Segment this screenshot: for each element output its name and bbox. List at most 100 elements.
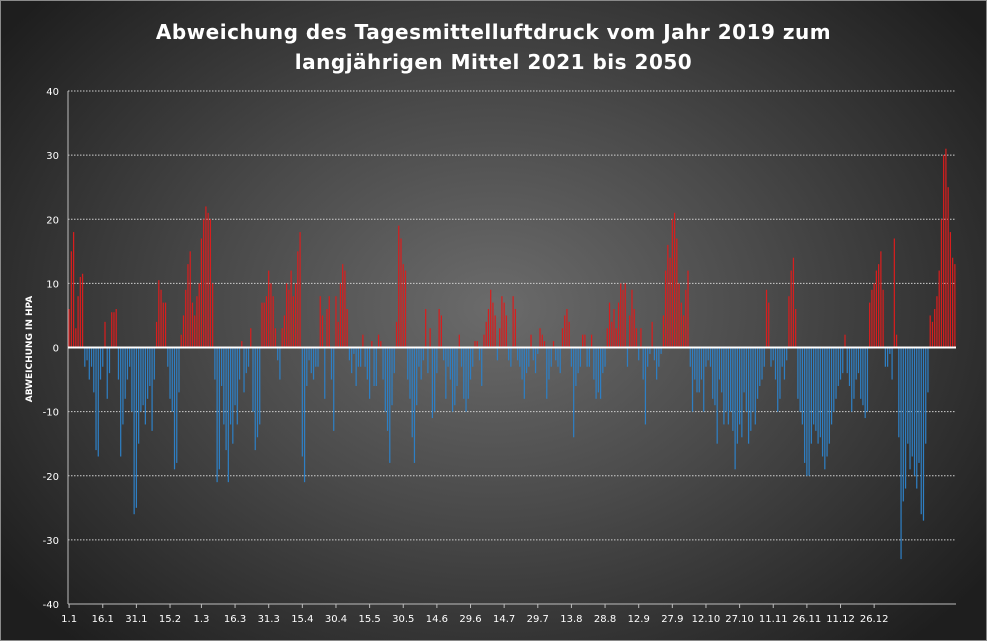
bar <box>891 347 893 380</box>
bar <box>496 347 499 361</box>
bar <box>525 347 528 374</box>
bar <box>351 347 353 374</box>
bar <box>846 347 848 374</box>
bar <box>321 315 324 348</box>
bar <box>871 289 873 348</box>
y-axis-label: ABWEICHUNG IN HPA <box>25 296 35 403</box>
bar <box>474 341 476 348</box>
bar <box>629 315 631 348</box>
bar <box>743 347 745 393</box>
bar <box>900 347 902 560</box>
bar <box>718 347 721 380</box>
bar <box>566 309 568 348</box>
y-tick-label: -30 <box>43 536 59 547</box>
bar <box>187 264 189 348</box>
bar <box>122 347 124 425</box>
bar <box>283 315 286 348</box>
chart-title-line-2: langjährigen Mittel 2021 bis 2050 <box>294 50 693 74</box>
x-tick-label: 14.6 <box>426 614 448 625</box>
bar <box>467 347 469 399</box>
bar <box>326 309 328 348</box>
bar <box>530 334 532 348</box>
bar <box>934 309 936 348</box>
bar <box>521 347 523 380</box>
bar <box>487 309 490 348</box>
bar <box>256 347 259 438</box>
bar <box>873 283 875 348</box>
bar <box>330 347 333 380</box>
bar <box>294 283 297 348</box>
bar <box>725 347 727 412</box>
bar <box>236 347 238 425</box>
bar <box>902 347 904 502</box>
bar <box>738 347 741 425</box>
bar <box>626 347 629 367</box>
bar <box>129 347 131 367</box>
bar <box>564 315 566 348</box>
bar <box>613 309 615 348</box>
bar <box>727 347 730 425</box>
bar <box>279 347 281 380</box>
x-tick-label: 1.1 <box>61 614 77 625</box>
bar <box>786 347 788 361</box>
bar <box>671 219 673 348</box>
bar <box>687 270 689 348</box>
bar <box>494 315 496 348</box>
bar <box>853 347 855 399</box>
bar <box>862 347 864 406</box>
bar <box>886 347 889 367</box>
bar <box>763 347 765 367</box>
bar <box>335 296 337 348</box>
bar <box>523 347 525 399</box>
bar <box>431 347 434 419</box>
bar <box>925 347 927 444</box>
bar <box>185 289 187 348</box>
bar <box>774 347 777 380</box>
bar <box>552 341 555 348</box>
x-tick-label: 27.10 <box>725 614 754 625</box>
bar <box>250 328 252 348</box>
bar <box>945 148 947 348</box>
bar <box>476 341 478 348</box>
bar <box>77 296 79 348</box>
bar <box>436 347 438 374</box>
bar <box>844 334 846 348</box>
bar <box>824 347 826 470</box>
bar <box>353 347 355 354</box>
bar <box>568 321 570 348</box>
bar <box>261 302 263 348</box>
bar <box>402 264 404 348</box>
bar <box>162 302 164 348</box>
bar <box>678 283 680 348</box>
bar <box>916 347 918 489</box>
bar <box>214 347 216 380</box>
bar <box>658 347 660 367</box>
bar <box>895 334 898 348</box>
bar <box>299 232 301 348</box>
bar <box>272 296 274 348</box>
bar <box>792 257 795 348</box>
bar <box>429 328 431 348</box>
bar <box>508 347 510 361</box>
bar <box>911 347 913 457</box>
bar <box>528 347 530 367</box>
bar <box>485 321 487 348</box>
bar <box>469 347 472 380</box>
bar <box>848 347 851 386</box>
bar <box>308 347 310 361</box>
bar <box>736 347 738 444</box>
bar <box>723 347 725 425</box>
y-tick-label: -40 <box>43 600 59 611</box>
bar <box>102 347 104 367</box>
bar <box>860 347 862 399</box>
bar <box>167 347 169 367</box>
bar <box>857 347 860 374</box>
bar <box>360 347 362 367</box>
bar <box>635 328 638 348</box>
bar <box>649 347 651 354</box>
bar <box>929 315 931 348</box>
x-tick-label: 15.4 <box>291 614 313 625</box>
bar <box>153 347 155 380</box>
bar <box>889 347 891 354</box>
